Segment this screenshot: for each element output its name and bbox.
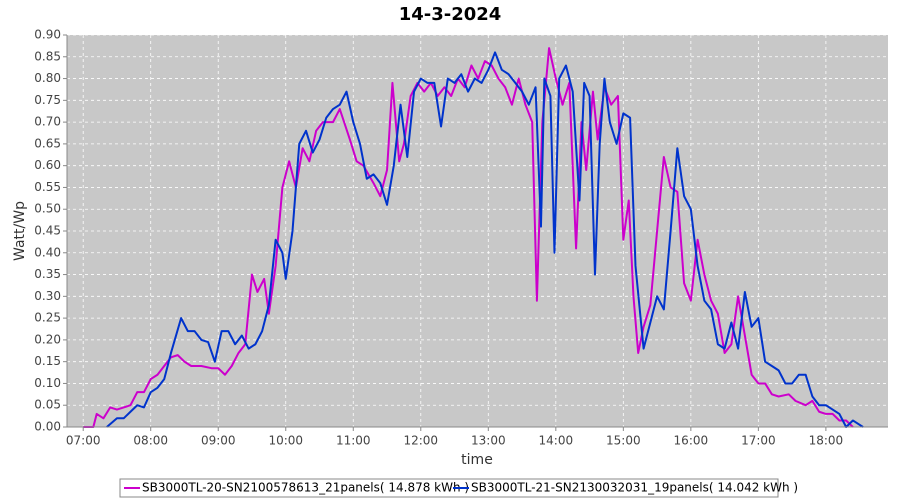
x-tick-label: 08:00: [133, 434, 168, 448]
y-tick-label: 0.05: [34, 398, 61, 412]
legend: SB3000TL-20-SN2100578613_21panels( 14.87…: [124, 481, 798, 495]
x-tick-label: 11:00: [336, 434, 371, 448]
y-axis-label: Watt/Wp: [12, 201, 28, 261]
x-tick-label: 15:00: [606, 434, 641, 448]
lines: [83, 47, 864, 428]
y-tick-label: 0.45: [34, 224, 61, 238]
y-tick-label: 0.10: [34, 376, 61, 390]
series-line: [106, 51, 864, 428]
y-tick-label: 0.15: [34, 354, 61, 368]
x-tick-label: 16:00: [674, 434, 709, 448]
x-axis-label: time: [461, 452, 493, 468]
x-tick-label: 10:00: [268, 434, 303, 448]
y-tick-label: 0.00: [34, 420, 61, 434]
x-tick-label: 13:00: [471, 434, 506, 448]
y-tick-label: 0.20: [34, 332, 61, 346]
x-tick-label: 17:00: [741, 434, 776, 448]
y-tick-label: 0.70: [34, 115, 61, 129]
y-tick-label: 0.50: [34, 202, 61, 216]
y-tick-label: 0.80: [34, 71, 61, 85]
x-tick-label: 12:00: [403, 434, 438, 448]
y-tick-label: 0.55: [34, 180, 61, 194]
x-tick-label: 14:00: [539, 434, 574, 448]
legend-box: [119, 478, 779, 498]
x-tick-label: 07:00: [66, 434, 101, 448]
y-tick-label: 0.35: [34, 267, 61, 281]
x-tick-label: 18:00: [809, 434, 844, 448]
legend-label: SB3000TL-20-SN2100578613_21panels( 14.87…: [142, 481, 469, 495]
y-tick-label: 0.40: [34, 245, 61, 259]
chart-title: 14-3-2024: [399, 4, 502, 25]
x-tick-label: 09:00: [201, 434, 236, 448]
y-tick-label: 0.65: [34, 136, 61, 150]
series-line: [83, 47, 854, 428]
y-tick-label: 0.85: [34, 49, 61, 63]
y-tick-label: 0.30: [34, 289, 61, 303]
legend-label: SB3000TL-21-SN2130032031_19panels( 14.04…: [471, 481, 798, 495]
y-tick-label: 0.75: [34, 93, 61, 107]
y-tick-label: 0.90: [34, 28, 61, 42]
axes: 0.00 0.05 0.10 0.15 0.20 0.25 0.30 0.35 0.40 0.45…: [34, 28, 888, 448]
y-tick-label: 0.25: [34, 311, 61, 325]
y-tick-label: 0.60: [34, 158, 61, 172]
